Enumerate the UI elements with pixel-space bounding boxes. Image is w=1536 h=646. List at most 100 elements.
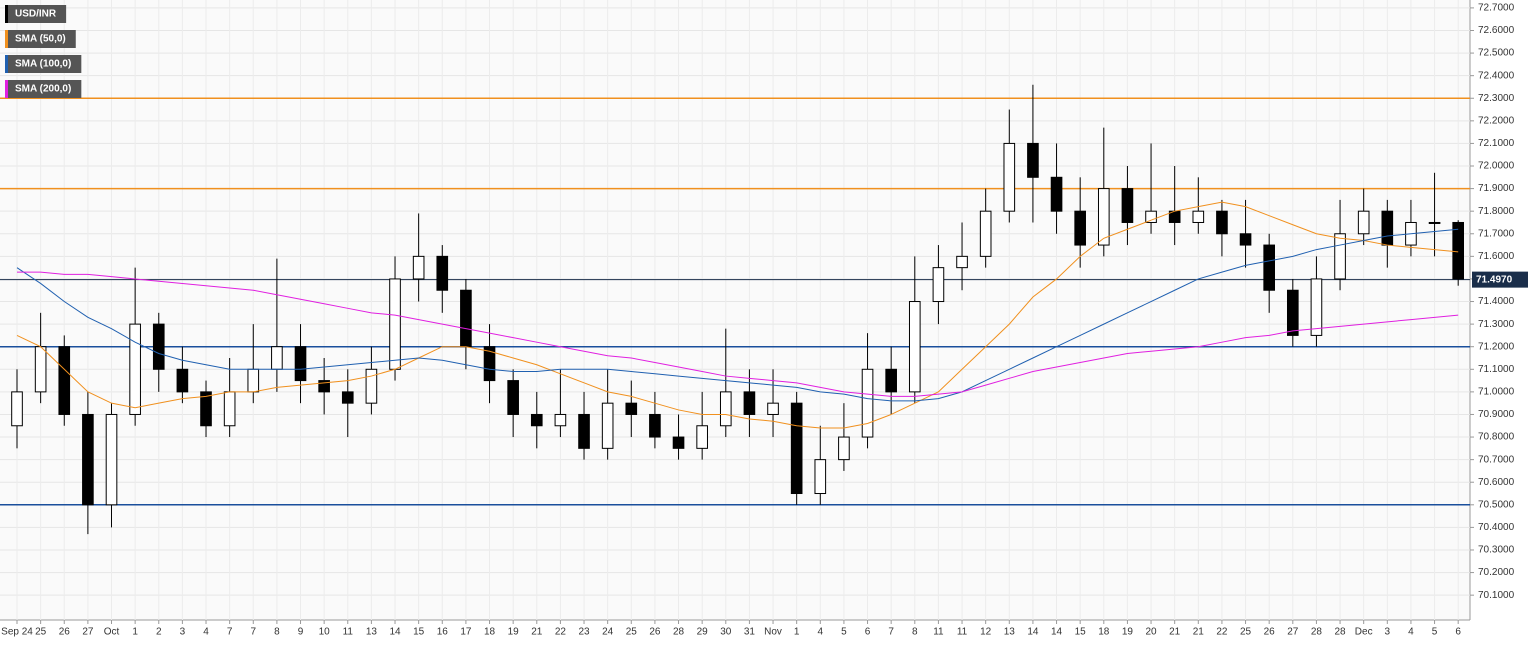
legend-label: USD/INR <box>15 9 57 20</box>
candle-body <box>507 380 519 415</box>
candle-body <box>365 368 378 404</box>
y-tick-label: 71.9000 <box>1478 183 1515 194</box>
x-tick-label: 12 <box>980 627 992 638</box>
y-tick-label: 71.2000 <box>1478 341 1515 352</box>
candle-body <box>318 380 330 393</box>
x-tick-label: 14 <box>1027 627 1039 638</box>
x-tick-label: 7 <box>227 627 233 638</box>
candle-body <box>176 368 189 393</box>
y-tick-label: 71.6000 <box>1478 251 1515 262</box>
candle-body <box>1145 210 1157 223</box>
candle-body <box>838 436 850 461</box>
candle-body <box>767 402 779 415</box>
y-tick-label: 72.4000 <box>1478 70 1515 81</box>
legend-label: SMA (100,0) <box>15 59 71 70</box>
x-tick-label: 1 <box>794 627 800 638</box>
candle-body <box>743 391 756 415</box>
x-tick-label: 5 <box>841 627 847 638</box>
candle-body <box>1357 210 1370 235</box>
y-tick-label: 72.2000 <box>1478 115 1515 126</box>
candle-body <box>1216 210 1228 235</box>
legend-box <box>5 5 67 23</box>
y-tick-label: 70.8000 <box>1478 432 1515 443</box>
candle-body <box>1452 221 1465 280</box>
y-tick-label: 71.8000 <box>1478 206 1515 217</box>
x-tick-label: 2 <box>156 627 162 638</box>
x-tick-label: Sep 24 <box>1 627 33 638</box>
x-tick-label: 3 <box>180 627 186 638</box>
x-tick-label: 7 <box>250 627 256 638</box>
candle-body <box>483 346 496 382</box>
x-tick-label: 7 <box>888 627 894 638</box>
x-tick-label: 21 <box>1169 627 1181 638</box>
x-tick-label: 10 <box>319 627 331 638</box>
legend-item: SMA (100,0) <box>5 55 82 73</box>
candle-body <box>200 391 212 427</box>
sma-line <box>16 228 1459 402</box>
x-tick-label: 28 <box>1311 627 1323 638</box>
x-tick-label: 4 <box>818 627 824 638</box>
y-tick-label: 70.6000 <box>1478 477 1515 488</box>
legend-label: SMA (50,0) <box>15 34 66 45</box>
x-tick-label: 3 <box>1385 627 1391 638</box>
candle-body <box>885 368 897 393</box>
candle-body <box>554 413 567 427</box>
sma-line <box>16 201 1459 429</box>
candle-body <box>1097 188 1110 246</box>
legend-box <box>5 55 82 73</box>
y-tick-label: 72.6000 <box>1478 25 1515 36</box>
y-tick-label: 72.7000 <box>1478 3 1515 14</box>
x-tick-label: 21 <box>531 627 543 638</box>
x-tick-label: 26 <box>649 627 661 638</box>
candle-body <box>672 436 685 449</box>
x-tick-label: 18 <box>484 627 496 638</box>
x-tick-label: 22 <box>1216 627 1228 638</box>
y-tick-label: 71.4000 <box>1478 296 1515 307</box>
legend-item: SMA (50,0) <box>5 30 76 48</box>
x-tick-label: 27 <box>1287 627 1299 638</box>
candle-body <box>625 402 638 415</box>
x-tick-label: 6 <box>865 627 871 638</box>
legend-box <box>5 30 76 48</box>
y-tick-label: 70.3000 <box>1478 545 1515 556</box>
x-tick-label: 31 <box>744 627 756 638</box>
candle-body <box>1050 176 1063 212</box>
x-tick-label: 16 <box>437 627 449 638</box>
candle-body <box>152 323 165 370</box>
y-tick-label: 70.9000 <box>1478 409 1515 420</box>
candle-body <box>696 425 708 449</box>
candle-body <box>1003 142 1016 212</box>
x-tick-label: 17 <box>460 627 472 638</box>
y-tick-label: 72.0000 <box>1478 161 1515 172</box>
candle-body <box>1334 233 1346 280</box>
y-tick-label: 70.4000 <box>1478 522 1515 533</box>
candle-body <box>105 413 118 506</box>
candle-body <box>530 413 543 427</box>
candle-body <box>1027 142 1039 178</box>
x-tick-label: Nov <box>764 627 782 638</box>
candle-body <box>1286 289 1299 336</box>
x-tick-label: 8 <box>274 627 280 638</box>
x-tick-label: 18 <box>1098 627 1110 638</box>
legend-item: USD/INR <box>5 5 67 23</box>
candle-body <box>790 402 803 495</box>
candle-body <box>979 210 992 257</box>
candle-body <box>460 289 472 348</box>
legend-swatch <box>5 5 8 23</box>
candle-body <box>861 368 874 438</box>
candle-body <box>908 301 921 393</box>
x-tick-label: 9 <box>298 627 304 638</box>
candle-body <box>247 368 260 393</box>
candle-body <box>34 346 47 393</box>
y-tick-label: 70.2000 <box>1478 567 1515 578</box>
x-tick-label: 22 <box>555 627 567 638</box>
x-tick-label: 29 <box>697 627 709 638</box>
y-tick-label: 71.1000 <box>1478 364 1515 375</box>
x-tick-label: 5 <box>1432 627 1438 638</box>
x-tick-label: 13 <box>1004 627 1016 638</box>
x-tick-label: 14 <box>389 627 401 638</box>
x-tick-label: 30 <box>720 627 732 638</box>
candle-body <box>1381 210 1394 246</box>
x-tick-label: 24 <box>602 627 614 638</box>
x-tick-label: 25 <box>626 627 638 638</box>
